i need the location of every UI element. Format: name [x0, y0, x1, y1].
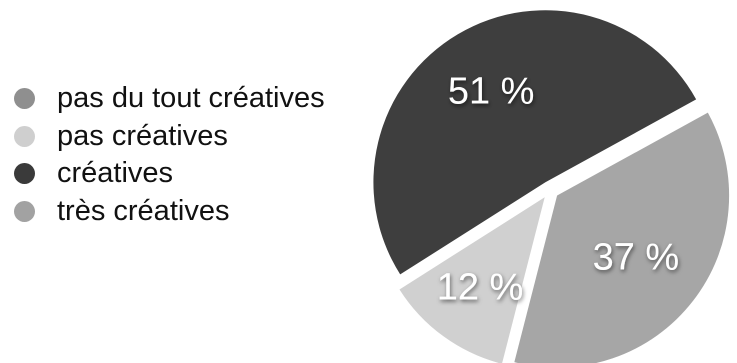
pie-slices — [373, 10, 730, 363]
legend-item-creatives: créatives — [14, 155, 325, 193]
legend-item-pas-creatives: pas créatives — [14, 118, 325, 156]
legend-label: pas créatives — [57, 119, 228, 152]
legend-label: très créatives — [57, 194, 230, 227]
legend-label: pas du tout créatives — [57, 82, 325, 115]
legend-swatch — [14, 125, 35, 147]
slice-value-label: 51 % — [448, 70, 535, 112]
legend-label: créatives — [57, 157, 174, 190]
legend-item-pas-du-tout-creatives: pas du tout créatives — [14, 80, 325, 118]
pie-slice — [399, 197, 545, 363]
legend-swatch — [14, 200, 35, 222]
legend-swatch — [14, 88, 35, 110]
legend-swatch — [14, 163, 35, 185]
slice-value-label: 37 % — [593, 237, 680, 279]
chart-legend: pas du tout créatives pas créatives créa… — [14, 80, 325, 230]
legend-item-tres-creatives: très créatives — [14, 193, 325, 231]
pie-labels: 51 % 37 % 12 % — [437, 70, 680, 308]
slice-value-label: 12 % — [437, 266, 524, 308]
pie-slice — [514, 112, 730, 363]
pie-slice — [373, 10, 697, 275]
